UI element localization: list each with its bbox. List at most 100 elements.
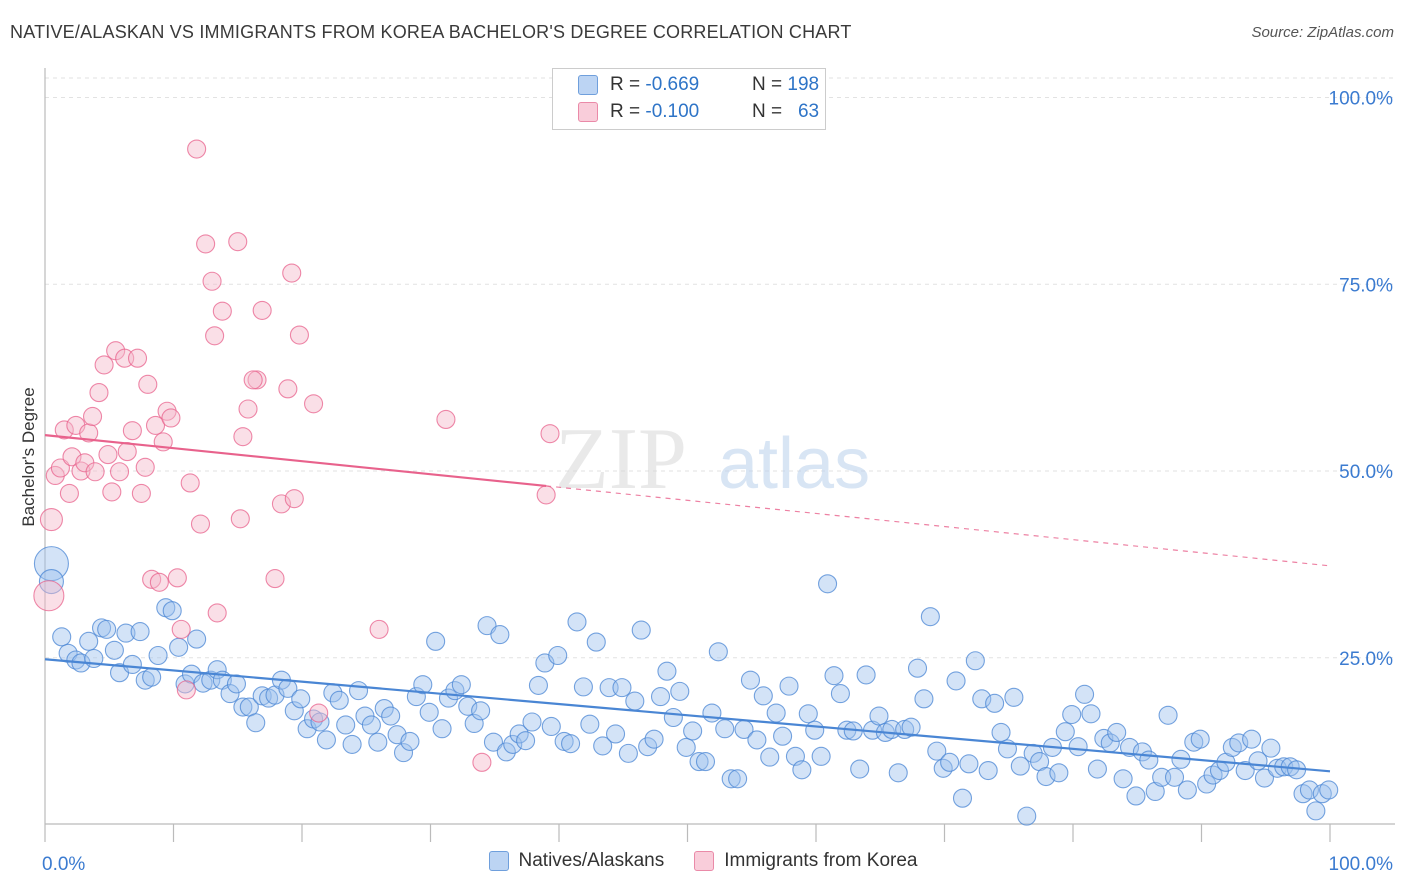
point-natives — [52, 627, 72, 647]
point-natives — [561, 734, 581, 754]
point-natives — [1055, 722, 1075, 742]
point-korea — [145, 415, 166, 435]
point-natives — [419, 702, 439, 722]
point-natives — [811, 746, 831, 766]
point-natives — [432, 719, 452, 739]
point-natives — [142, 667, 162, 687]
point-natives — [361, 715, 381, 735]
legend-r-label: R = — [610, 101, 646, 122]
point-natives — [689, 752, 709, 772]
point-korea — [278, 379, 298, 399]
point-natives — [130, 622, 150, 642]
legend-n-value: 198 — [787, 74, 820, 95]
point-natives — [650, 687, 671, 707]
point-natives — [471, 701, 491, 721]
grid-lines — [45, 77, 1395, 659]
point-korea — [167, 568, 187, 588]
point-natives — [760, 747, 780, 767]
point-korea — [190, 514, 211, 534]
series-natives-alaskans — [33, 546, 1339, 826]
point-natives — [676, 737, 696, 757]
point-korea — [212, 301, 232, 321]
point-natives — [1062, 704, 1082, 725]
point-natives — [612, 678, 632, 698]
legend-r-value: -0.100 — [645, 101, 700, 122]
point-natives — [291, 689, 311, 709]
point-korea — [131, 483, 151, 503]
point-korea — [180, 473, 200, 493]
point-natives — [567, 612, 587, 632]
point-natives — [97, 619, 117, 639]
point-natives — [413, 675, 433, 695]
point-natives — [644, 729, 664, 749]
legend-r-value: -0.669 — [645, 74, 700, 95]
point-korea — [309, 703, 329, 723]
point-natives — [1087, 759, 1107, 779]
point-natives — [850, 759, 870, 779]
point-natives — [548, 645, 568, 666]
point-natives — [940, 752, 960, 772]
point-natives — [79, 631, 99, 651]
point-natives — [586, 632, 606, 652]
point-natives — [496, 742, 516, 762]
point-korea — [436, 409, 456, 430]
y-tick-label: 75.0% — [1339, 275, 1393, 296]
point-natives — [593, 736, 613, 756]
point-natives — [1081, 704, 1101, 724]
point-natives — [483, 732, 504, 752]
point-korea — [265, 569, 285, 589]
y-tick-label: 25.0% — [1339, 649, 1393, 670]
point-natives — [573, 677, 593, 697]
watermark: ZIP atlas — [555, 411, 870, 508]
point-natives — [702, 703, 722, 723]
point-natives — [1293, 784, 1313, 804]
point-natives — [920, 607, 940, 627]
legend-row-korea: R = -0.100 N = 63 — [578, 101, 819, 123]
point-natives — [541, 716, 561, 737]
point-korea — [230, 509, 250, 529]
point-korea — [39, 508, 63, 532]
point-natives — [1177, 780, 1197, 800]
point-natives — [1190, 729, 1210, 749]
point-natives — [336, 715, 356, 735]
point-natives — [605, 724, 626, 744]
legend-row-natives: R = -0.669 N = 198 — [578, 74, 819, 96]
point-korea — [228, 232, 248, 252]
point-korea — [289, 325, 309, 345]
point-natives — [901, 717, 921, 737]
point-natives — [792, 760, 812, 780]
y-tick-label: 100.0% — [1329, 89, 1394, 110]
point-korea — [196, 234, 216, 254]
point-natives — [978, 760, 998, 781]
x-tick-label: 0.0% — [42, 854, 85, 875]
point-korea — [85, 462, 105, 482]
point-korea — [33, 580, 65, 612]
trend-line-korea-extension — [546, 485, 1331, 567]
point-natives — [348, 681, 369, 701]
point-korea — [540, 424, 560, 444]
point-natives — [580, 714, 600, 734]
point-korea — [79, 423, 99, 443]
point-natives — [798, 704, 818, 724]
legend-label-korea: Immigrants from Korea — [724, 850, 918, 871]
point-natives — [721, 769, 741, 789]
legend-item-korea[interactable]: Immigrants from Korea — [694, 850, 917, 872]
point-natives — [368, 732, 388, 752]
point-natives — [528, 675, 548, 695]
point-korea — [50, 458, 70, 478]
point-korea — [89, 383, 109, 403]
legend-item-natives[interactable]: Natives/Alaskans — [488, 850, 664, 872]
point-korea — [109, 462, 130, 482]
legend-n-label: N = — [752, 101, 783, 122]
point-korea — [233, 427, 253, 447]
point-natives — [1261, 738, 1281, 758]
point-korea — [284, 489, 304, 509]
point-korea — [171, 619, 191, 639]
x-tick-label: 100.0% — [1329, 854, 1394, 875]
series-legend: Natives/Alaskans Immigrants from Korea — [0, 850, 1406, 872]
point-natives — [1312, 784, 1332, 804]
point-natives — [747, 730, 767, 750]
point-korea — [207, 603, 227, 623]
point-natives — [638, 737, 658, 757]
point-natives — [220, 684, 240, 704]
